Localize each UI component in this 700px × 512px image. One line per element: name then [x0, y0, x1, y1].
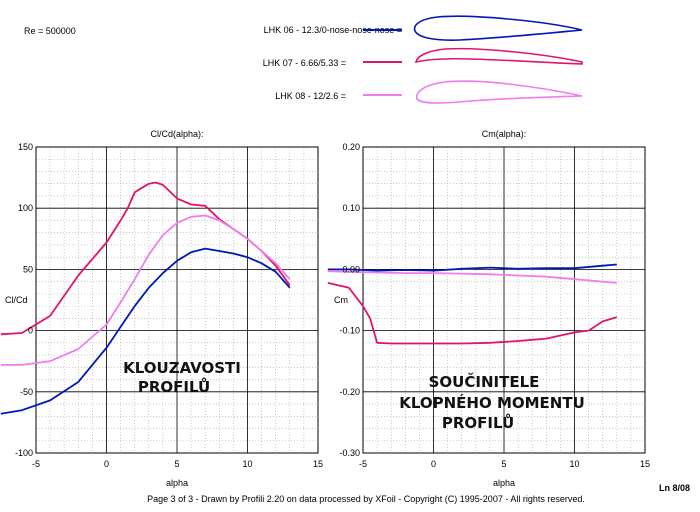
- x-tick-label: -5: [359, 459, 367, 469]
- y-tick-label: -100: [15, 448, 33, 458]
- x-tick-label: 15: [640, 459, 650, 469]
- y-tick-label: -0.10: [339, 326, 360, 336]
- series-line-lhk08: [327, 270, 617, 284]
- right-annotation-line1: SOUČINITELE: [429, 372, 540, 391]
- series-line-lhk07: [0, 181, 291, 336]
- airfoil-lhk07-icon: [414, 47, 583, 65]
- left-ylabel: Cl/Cd: [5, 295, 28, 305]
- y-tick-label: 0: [28, 326, 33, 336]
- y-tick-label: -0.30: [339, 448, 360, 458]
- x-tick-label: 5: [501, 459, 506, 469]
- plot-frame: [35, 146, 319, 454]
- plot-frame: [362, 146, 646, 454]
- y-tick-label: 0.10: [342, 203, 360, 213]
- reynolds-label: Re = 500000: [24, 26, 76, 36]
- legend-label-lhk06: LHK 06 - 12.3/0-nose-nose-nose =: [264, 25, 402, 35]
- series-line-lhk07: [327, 282, 618, 345]
- legend-label-lhk07: LHK 07 - 6.66/5.33 =: [263, 58, 346, 68]
- y-tick-label: -50: [20, 387, 33, 397]
- series-line-lhk06: [327, 263, 617, 272]
- airfoil-lhk08-icon: [415, 80, 583, 104]
- left-annotation-line2: PROFILŮ: [138, 376, 210, 396]
- right-chart-title: Cm(alpha):: [482, 129, 527, 139]
- series-line-lhk06: [0, 247, 291, 415]
- footer-code: Ln 8/08: [659, 483, 690, 493]
- right-xlabel: alpha: [493, 478, 515, 488]
- y-tick-label: 150: [18, 142, 33, 152]
- right-annotation-line2: KLOPNÉHO MOMENTU: [399, 393, 585, 412]
- x-tick-label: 10: [242, 459, 252, 469]
- legend-label-lhk08: LHK 08 - 12/2.6 =: [275, 91, 346, 101]
- x-tick-label: -5: [32, 459, 40, 469]
- x-tick-label: 0: [431, 459, 436, 469]
- y-tick-label: -0.20: [339, 387, 360, 397]
- right-ylabel: Cm: [334, 295, 348, 305]
- y-tick-label: 0.20: [342, 142, 360, 152]
- y-tick-label: 50: [23, 264, 33, 274]
- airfoil-lhk06-icon: [413, 15, 583, 41]
- left-xlabel: alpha: [166, 478, 188, 488]
- right-annotation-line3: PROFILŮ: [442, 412, 514, 432]
- x-tick-label: 0: [104, 459, 109, 469]
- plot-cm: -5 0 5 10 15 -0.30 -0.20 -0.10 0.00 0.10 0.20: [327, 142, 650, 469]
- x-tick-label: 15: [313, 459, 323, 469]
- x-tick-label: 5: [174, 459, 179, 469]
- legend: LHK 06 - 12.3/0-nose-nose-nose = LHK 07 …: [263, 15, 583, 104]
- y-tick-label: 0.00: [342, 264, 360, 274]
- series-line-lhk08: [0, 214, 291, 366]
- left-chart-title: Cl/Cd(alpha):: [150, 129, 203, 139]
- left-annotation-line1: KLOUZAVOSTI: [123, 359, 241, 377]
- x-tick-label: 10: [569, 459, 579, 469]
- y-tick-label: 100: [18, 203, 33, 213]
- footer-credits: Page 3 of 3 - Drawn by Profili 2.20 on d…: [147, 494, 585, 504]
